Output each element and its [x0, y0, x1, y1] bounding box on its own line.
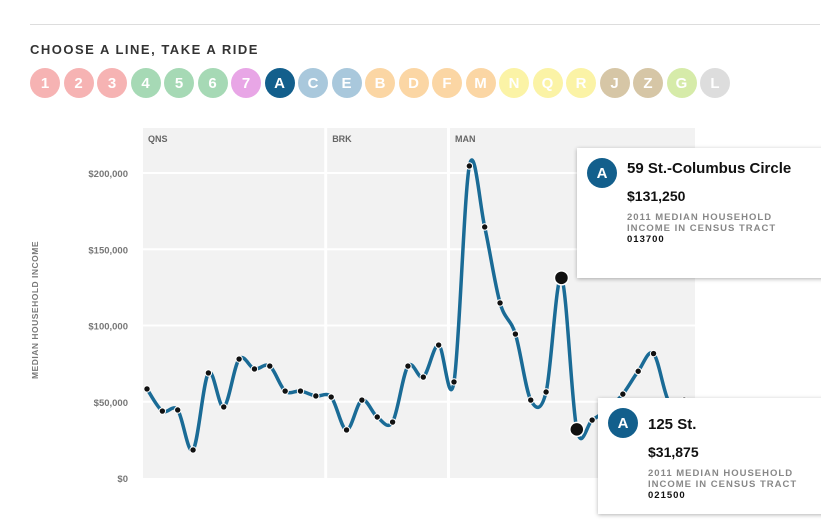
- line-E-button[interactable]: E: [331, 68, 362, 98]
- station-point[interactable]: [312, 392, 320, 400]
- income-description: 2011 MEDIAN HOUSEHOLD INCOME IN CENSUS T…: [627, 212, 813, 245]
- line-G-button[interactable]: G: [666, 68, 697, 98]
- station-point[interactable]: [327, 393, 335, 401]
- station-point[interactable]: [404, 362, 412, 370]
- borough-label: BRK: [332, 134, 352, 144]
- line-Q-button[interactable]: Q: [532, 68, 563, 98]
- station-point[interactable]: [465, 162, 474, 170]
- borough-label: QNS: [148, 134, 168, 144]
- station-point[interactable]: [220, 403, 228, 411]
- borough-divider: [447, 128, 450, 478]
- tooltip-columbus-circle: A 59 St.-Columbus Circle $131,250 2011 M…: [577, 148, 821, 278]
- station-point[interactable]: [250, 365, 259, 373]
- station-point[interactable]: [358, 396, 366, 404]
- line-J-button[interactable]: J: [599, 68, 630, 98]
- station-point[interactable]: [143, 385, 151, 393]
- station-point[interactable]: [511, 330, 520, 338]
- line-M-button[interactable]: M: [465, 68, 496, 98]
- tooltip-125-st: A 125 St. $31,875 2011 MEDIAN HOUSEHOLD …: [598, 398, 821, 514]
- line-A-button[interactable]: A: [264, 68, 295, 98]
- divider: [30, 24, 820, 25]
- income-value: $131,250: [627, 188, 686, 204]
- station-point[interactable]: [296, 387, 305, 395]
- station-point[interactable]: [527, 396, 535, 404]
- line-badge-icon: A: [608, 408, 638, 438]
- station-point[interactable]: [174, 406, 182, 414]
- y-tick-label: $0: [117, 474, 128, 485]
- station-point[interactable]: [158, 407, 167, 415]
- line-3-button[interactable]: 3: [97, 68, 127, 98]
- line-badge-icon: A: [587, 158, 617, 188]
- station-point[interactable]: [481, 223, 489, 231]
- line-2-button[interactable]: 2: [63, 68, 94, 98]
- station-name: 59 St.-Columbus Circle: [627, 160, 792, 177]
- line-6-button[interactable]: 6: [197, 68, 228, 98]
- line-C-button[interactable]: C: [298, 68, 328, 98]
- tract-number: 013700: [627, 234, 665, 245]
- borough-label: MAN: [455, 134, 476, 144]
- line-R-button[interactable]: R: [566, 68, 596, 98]
- station-point[interactable]: [434, 341, 443, 349]
- station-point[interactable]: [373, 413, 381, 421]
- station-point[interactable]: [388, 418, 397, 426]
- tract-number: 021500: [648, 490, 686, 501]
- station-point[interactable]: [189, 446, 197, 454]
- station-point[interactable]: [542, 388, 550, 396]
- line-D-button[interactable]: D: [398, 68, 429, 98]
- y-tick-label: $200,000: [88, 169, 128, 180]
- line-7-button[interactable]: 7: [231, 68, 261, 98]
- station-point[interactable]: [204, 369, 213, 377]
- line-4-button[interactable]: 4: [130, 68, 161, 98]
- station-point[interactable]: [266, 362, 274, 370]
- station-point[interactable]: [619, 390, 627, 398]
- line-L-button[interactable]: L: [700, 68, 730, 98]
- highlighted-station-point[interactable]: [553, 270, 570, 286]
- station-point[interactable]: [235, 355, 243, 363]
- line-5-button[interactable]: 5: [164, 68, 194, 98]
- station-point[interactable]: [419, 373, 427, 381]
- y-tick-label: $100,000: [88, 322, 128, 333]
- line-chooser-title: CHOOSE A LINE, TAKE A RIDE: [30, 42, 259, 57]
- station-point[interactable]: [649, 349, 658, 358]
- station-point[interactable]: [634, 367, 642, 375]
- income-value: $31,875: [648, 444, 699, 460]
- station-point[interactable]: [588, 416, 596, 424]
- income-description: 2011 MEDIAN HOUSEHOLD INCOME IN CENSUS T…: [648, 468, 821, 501]
- station-point[interactable]: [450, 378, 458, 386]
- highlighted-station-point[interactable]: [569, 421, 585, 438]
- y-tick-label: $150,000: [88, 245, 128, 256]
- station-point[interactable]: [342, 426, 351, 434]
- y-tick-label: $50,000: [94, 398, 128, 409]
- desc-text: 2011 MEDIAN HOUSEHOLD INCOME IN CENSUS T…: [627, 212, 777, 234]
- line-F-button[interactable]: F: [432, 68, 462, 98]
- station-point[interactable]: [281, 387, 289, 395]
- line-N-button[interactable]: N: [499, 68, 529, 98]
- y-axis-label: MEDIAN HOUSEHOLD INCOME: [30, 241, 40, 379]
- desc-text: 2011 MEDIAN HOUSEHOLD INCOME IN CENSUS T…: [648, 468, 798, 490]
- line-Z-button[interactable]: Z: [633, 68, 663, 98]
- line-1-button[interactable]: 1: [30, 68, 60, 98]
- borough-divider: [324, 128, 328, 478]
- station-name: 125 St.: [648, 416, 697, 433]
- station-point[interactable]: [496, 299, 504, 307]
- line-B-button[interactable]: B: [365, 68, 395, 98]
